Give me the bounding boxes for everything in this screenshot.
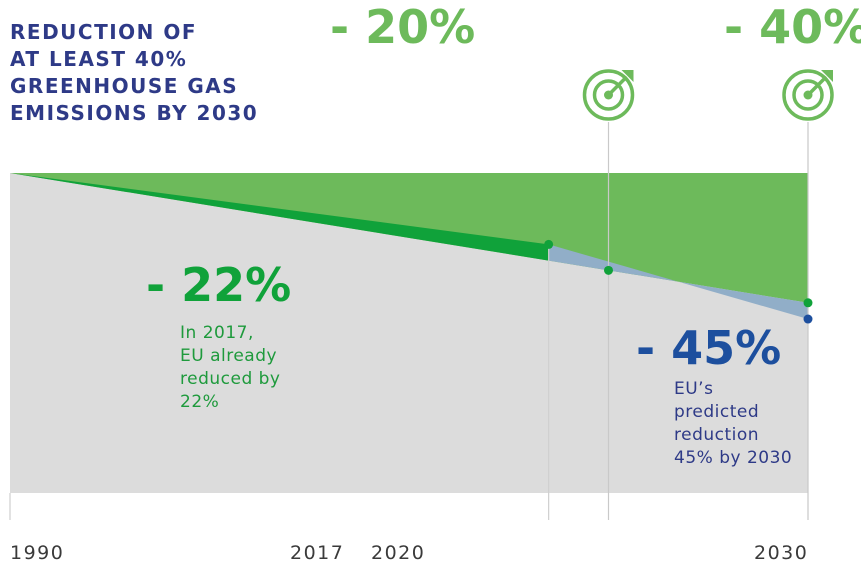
target-icon-arrow-head [621, 70, 634, 82]
title-line: GREENHOUSE GAS [10, 74, 239, 98]
x-tick-label: 2020 [371, 542, 426, 564]
predicted-2030-note: EU’s predicted reduction 45% by 2030 [674, 378, 792, 470]
target-icon [782, 69, 834, 121]
note-line: 22% [180, 392, 220, 412]
point-2020-target [604, 265, 613, 275]
title-line: EMISSIONS BY 2030 [10, 101, 259, 125]
note-line: reduction [674, 425, 760, 445]
target-2020-label: - 20% [330, 0, 476, 54]
target-icon-arrow-head [821, 70, 833, 82]
actual-2017-label: - 22% [146, 258, 292, 312]
predicted-reduction-area [548, 244, 808, 320]
achieved-reduction-area [10, 173, 549, 261]
title-line: REDUCTION OF [10, 20, 198, 44]
actual-2017-note: In 2017, EU already reduced by 22% [180, 322, 281, 414]
note-line: EU’s [674, 379, 714, 399]
note-line: In 2017, [180, 323, 254, 343]
note-line: predicted [674, 402, 760, 422]
target-2030-label: - 40% [724, 0, 861, 54]
note-line: 45% by 2030 [674, 448, 793, 468]
target-icon-arrow [606, 76, 628, 97]
point-2030-target [803, 298, 813, 308]
target-icon-ring [792, 79, 824, 111]
target-icon-arrow [806, 76, 827, 97]
x-tick-label: 2030 [754, 542, 809, 564]
title-line: AT LEAST 40% [10, 47, 188, 71]
point-2030-predicted [803, 314, 813, 324]
predicted-2030-label: - 45% [636, 321, 782, 375]
target-icon [582, 69, 635, 121]
note-line: EU already [180, 346, 278, 366]
x-tick-label: 2017 [290, 542, 345, 564]
target-icon-ring [592, 79, 625, 111]
point-2017 [544, 239, 554, 249]
note-line: reduced by [180, 369, 281, 389]
x-tick-label: 1990 [10, 542, 65, 564]
